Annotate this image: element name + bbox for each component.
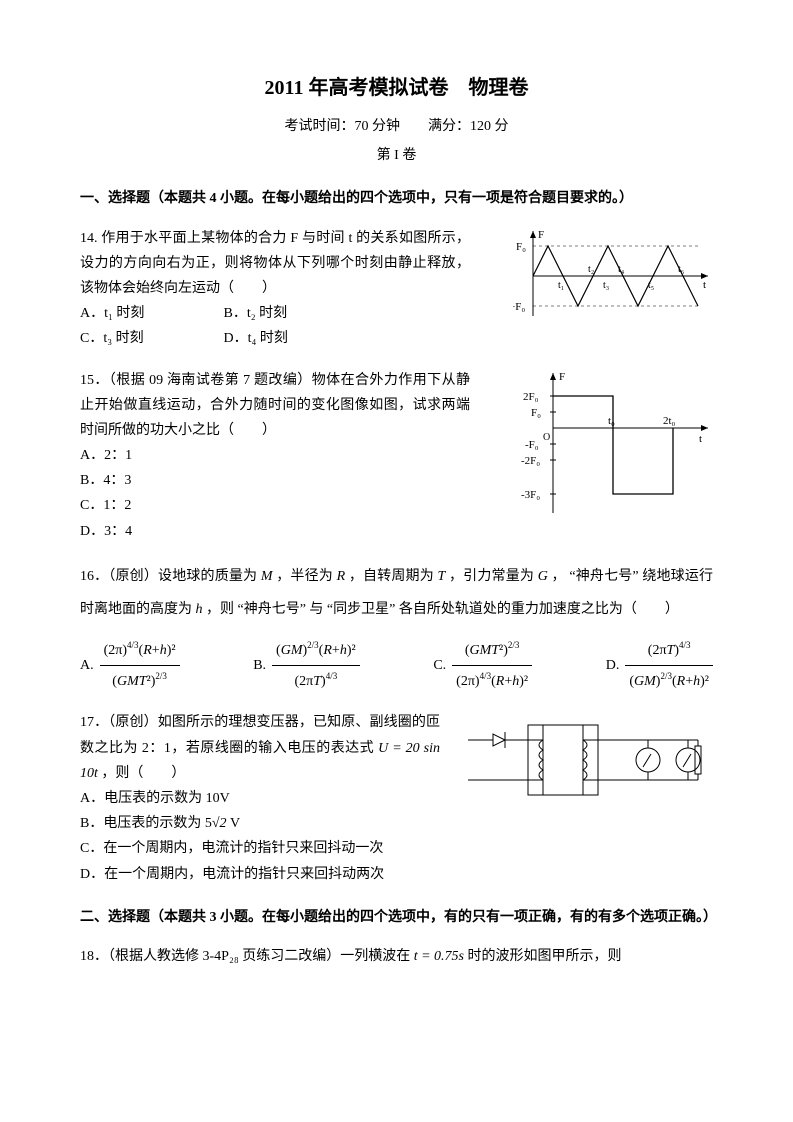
svg-text:-3F₀: -3F₀ (521, 489, 540, 501)
q16-opt-d: D. (2πT)4/3 (GM)2/3(R+h)² (606, 637, 713, 694)
q18-stem: 18．（根据人教选修 3-4P₂₈ 页练习二改编）一列横波在 t = 0.75s… (80, 944, 713, 969)
q14-figure: F t F₀ −F₀ t₁ t₂ t₃ t₄ t₅ t₆ (513, 226, 713, 326)
q16-opt-a: A. (2π)4/3(R+h)² (GMT²)2/3 (80, 637, 180, 694)
q15-opt-b: B．4：3 (80, 468, 470, 493)
q14-opt-d: D．t₄ 时刻 (224, 326, 364, 351)
svg-text:t₀: t₀ (608, 415, 615, 427)
svg-text:F₀: F₀ (516, 241, 526, 253)
part-label: 第 I 卷 (80, 143, 713, 168)
question-18: 18．（根据人教选修 3-4P₂₈ 页练习二改编）一列横波在 t = 0.75s… (80, 944, 713, 969)
svg-text:−F₀: −F₀ (513, 301, 525, 313)
svg-text:t₁: t₁ (558, 280, 564, 291)
question-14: 14. 作用于水平面上某物体的合力 F 与时间 t 的关系如图所示，设力的方向向… (80, 226, 713, 352)
q17-opt-a: A．电压表的示数为 10V (80, 786, 440, 811)
q17-stem: 17．（原创）如图所示的理想变压器，已知原、副线圈的匝数之比为 2：1，若原线圈… (80, 710, 440, 786)
q15-figure: F t 2F₀ F₀ O -F₀ -2F₀ -3F₀ t₀ 2t₀ (513, 368, 713, 518)
q16-opt-c: C. (GMT²)2/3 (2π)4/3(R+h)² (433, 637, 532, 694)
q16-stem: 16．（原创）设地球的质量为 M ，半径为 R ，自转周期为 T ，引力常量为 … (80, 560, 713, 627)
svg-text:-2F₀: -2F₀ (521, 455, 540, 467)
svg-text:t₃: t₃ (603, 280, 609, 291)
svg-text:2t₀: 2t₀ (663, 415, 676, 427)
svg-text:t₂: t₂ (588, 264, 594, 275)
svg-text:2F₀: 2F₀ (523, 391, 539, 403)
svg-text:-F₀: -F₀ (525, 439, 539, 451)
q15-stem: 15．（根据 09 海南试卷第 7 题改编）物体在合外力作用下从静止开始做直线运… (80, 368, 470, 444)
section-1-heading: 一、选择题（本题共 4 小题。在每小题给出的四个选项中，只有一项是符合题目要求的… (80, 186, 713, 211)
q17-figure (463, 710, 713, 820)
svg-text:t₅: t₅ (648, 280, 654, 291)
svg-text:F: F (559, 371, 565, 383)
section-2-heading: 二、选择题（本题共 3 小题。在每小题给出的四个选项中，有的只有一项正确，有的有… (80, 905, 713, 930)
q17-opt-c: C．在一个周期内，电流计的指针只来回抖动一次 (80, 836, 440, 861)
svg-text:F₀: F₀ (531, 407, 541, 419)
q14-opt-c: C．t₃ 时刻 (80, 326, 220, 351)
question-17: 17．（原创）如图所示的理想变压器，已知原、副线圈的匝数之比为 2：1，若原线圈… (80, 710, 713, 886)
svg-text:t: t (699, 433, 702, 445)
question-15: 15．（根据 09 海南试卷第 7 题改编）物体在合外力作用下从静止开始做直线运… (80, 368, 713, 544)
svg-text:t: t (703, 279, 706, 291)
svg-text:t₄: t₄ (618, 264, 625, 275)
page-title: 2011 年高考模拟试卷 物理卷 (80, 70, 713, 106)
q17-opt-b: B．电压表的示数为 5√2 V (80, 811, 440, 836)
q16-opt-b: B. (GM)2/3(R+h)² (2πT)4/3 (253, 637, 359, 694)
q14-opt-b: B．t₂ 时刻 (224, 301, 364, 326)
svg-text:F: F (538, 229, 544, 241)
q15-opt-c: C．1：2 (80, 493, 470, 518)
q14-opt-a: A．t₁ 时刻 (80, 301, 220, 326)
question-16: 16．（原创）设地球的质量为 M ，半径为 R ，自转周期为 T ，引力常量为 … (80, 560, 713, 695)
q16-options: A. (2π)4/3(R+h)² (GMT²)2/3 B. (GM)2/3(R+… (80, 637, 713, 694)
exam-info: 考试时间：70 分钟 满分：120 分 (80, 114, 713, 139)
q17-opt-d: D．在一个周期内，电流计的指针只来回抖动两次 (80, 862, 440, 887)
svg-text:t₆: t₆ (678, 264, 685, 275)
q15-opt-a: A．2：1 (80, 443, 470, 468)
q15-opt-d: D．3：4 (80, 519, 470, 544)
svg-text:O: O (543, 432, 550, 443)
q14-stem: 14. 作用于水平面上某物体的合力 F 与时间 t 的关系如图所示，设力的方向向… (80, 226, 470, 302)
